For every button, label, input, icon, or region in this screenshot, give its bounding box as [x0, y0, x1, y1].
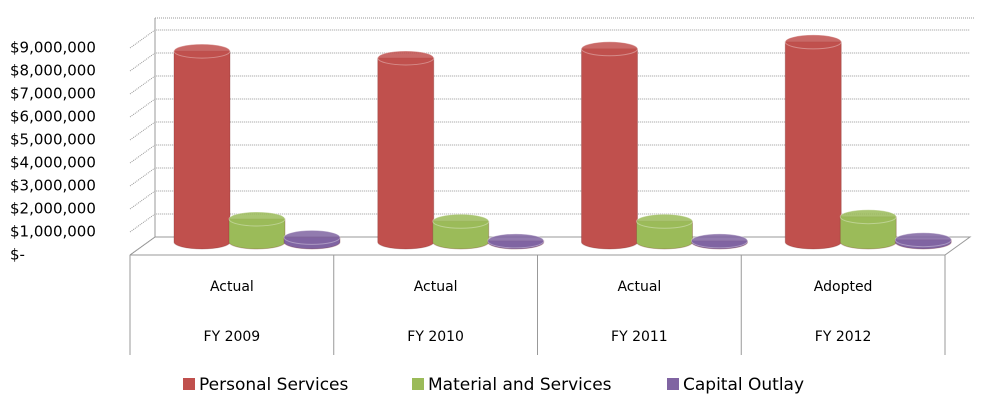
grid-line — [129, 213, 970, 233]
bar-top — [173, 43, 231, 59]
grid-line — [129, 167, 970, 187]
x-group-label: FY 2009 — [204, 329, 261, 345]
bar-top — [784, 34, 842, 50]
y-tick-label: $6,000,000 — [10, 108, 96, 126]
bar-top — [377, 50, 435, 66]
y-tick-label: $5,000,000 — [10, 131, 96, 149]
bar — [581, 48, 638, 250]
bar-top — [581, 41, 638, 57]
x-group-label: FY 2010 — [407, 329, 464, 345]
y-tick-label: $4,000,000 — [10, 154, 96, 172]
bar — [173, 50, 231, 250]
legend-swatch — [183, 378, 195, 390]
bar-top — [691, 233, 748, 249]
axis-line — [129, 236, 156, 256]
bar-top — [894, 232, 952, 248]
y-tick-label: $2,000,000 — [10, 200, 96, 218]
bar-top — [228, 211, 286, 227]
grid-line — [129, 98, 970, 118]
bar-top — [839, 209, 897, 225]
y-tick-label: $9,000,000 — [10, 39, 96, 57]
y-tick-label: $1,000,000 — [10, 223, 96, 241]
x-tick-label: Adopted — [814, 279, 873, 295]
bar-top — [432, 213, 490, 229]
x-group-label: FY 2011 — [611, 329, 668, 345]
legend-label: Personal Services — [199, 375, 348, 395]
x-tick-label: Actual — [414, 279, 458, 295]
legend-swatch — [412, 378, 424, 390]
grid-line — [129, 121, 970, 141]
legend-swatch — [667, 378, 679, 390]
x-group-label: FY 2012 — [815, 329, 872, 345]
y-tick-label: $7,000,000 — [10, 85, 96, 103]
bar-top — [283, 229, 341, 245]
y-tick-label: $8,000,000 — [10, 62, 96, 80]
legend-label: Material and Services — [428, 375, 612, 395]
y-tick-label: $- — [10, 246, 25, 264]
grid-line — [129, 52, 970, 72]
bar — [784, 41, 842, 250]
legend-label: Capital Outlay — [683, 375, 804, 395]
bar — [377, 57, 435, 250]
grid-line — [129, 144, 970, 164]
x-tick-label: Actual — [617, 279, 661, 295]
grid-line — [129, 75, 970, 95]
grid-line — [129, 29, 970, 49]
bar-top — [636, 213, 693, 229]
x-tick-label: Actual — [210, 279, 254, 295]
bar-top — [487, 233, 545, 249]
grid-line — [129, 190, 970, 210]
y-tick-label: $3,000,000 — [10, 177, 96, 195]
